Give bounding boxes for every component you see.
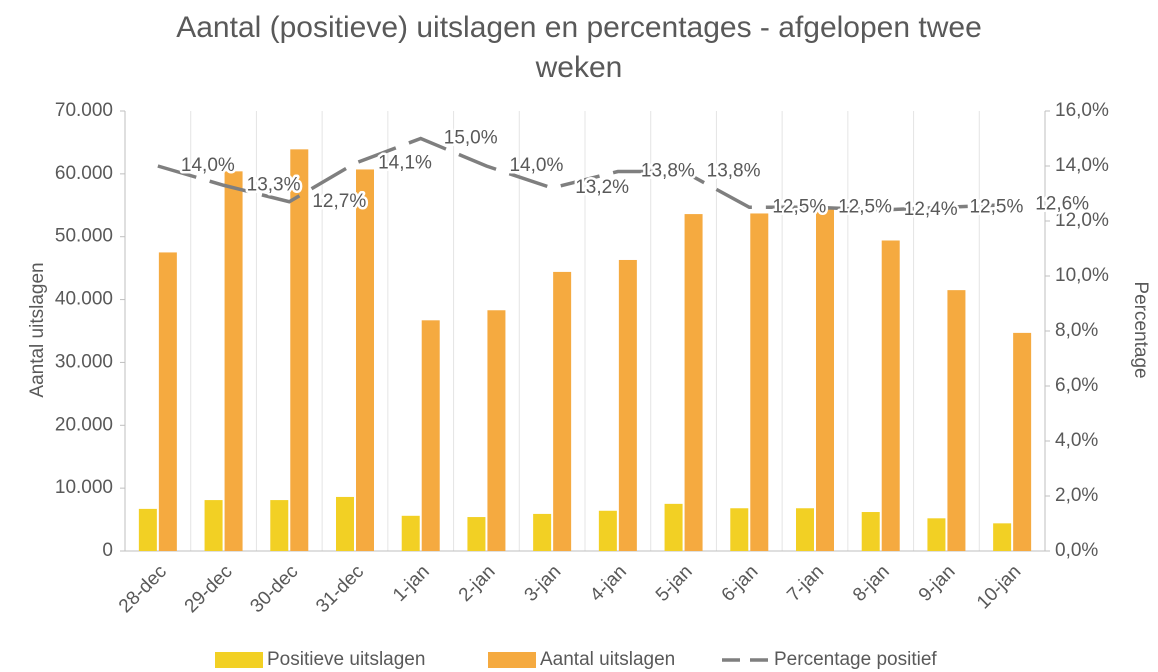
bar — [927, 518, 946, 551]
y-tick-label: 50.000 — [55, 226, 113, 247]
bar — [816, 207, 834, 551]
y2-tick-label: 2,0% — [1055, 485, 1098, 506]
x-tick-label: 29-dec — [181, 561, 237, 617]
bar — [947, 290, 966, 551]
bar — [401, 515, 420, 551]
bar — [553, 271, 572, 551]
x-tick-label: 28-dec — [115, 561, 171, 617]
data-label: 12,5% — [838, 196, 892, 217]
bar — [204, 500, 223, 551]
bar — [224, 171, 243, 552]
x-tick-label: 30-dec — [246, 561, 302, 617]
y2-tick-label: 4,0% — [1055, 430, 1098, 451]
y-tick-label: 40.000 — [55, 289, 113, 310]
data-label: 13,8% — [641, 161, 695, 182]
bar — [158, 252, 177, 551]
data-label: 15,0% — [444, 128, 498, 149]
legend-swatch — [488, 652, 536, 668]
bar — [356, 169, 374, 551]
y2-tick-label: 6,0% — [1055, 375, 1098, 396]
bar — [487, 310, 506, 551]
bar — [664, 503, 683, 551]
y-tick-label: 0 — [102, 540, 113, 561]
data-label: 12,6% — [1035, 194, 1089, 215]
bar — [750, 213, 769, 551]
legend-label: Positieve uitslagen — [267, 649, 425, 670]
data-label: 12,4% — [904, 199, 958, 220]
bar — [270, 500, 289, 551]
data-label: 13,2% — [575, 177, 629, 198]
bar — [730, 508, 749, 551]
y2-axis-label: Percentage — [1130, 281, 1151, 378]
y-tick-label: 30.000 — [55, 351, 113, 372]
bar — [533, 513, 552, 551]
bar — [861, 512, 880, 551]
x-tick-label: 10-jan — [973, 561, 1025, 613]
y2-tick-label: 0,0% — [1055, 540, 1098, 561]
y2-tick-label: 12,0% — [1055, 210, 1109, 231]
y-tick-label: 60.000 — [55, 163, 113, 184]
data-label: 13,8% — [707, 161, 761, 182]
x-tick-label: 6-jan — [718, 561, 763, 606]
data-label: 12,5% — [772, 196, 826, 217]
legend-label: Percentage positief — [774, 649, 937, 670]
x-tick-label: 3-jan — [521, 561, 566, 606]
x-tick-label: 1-jan — [389, 561, 434, 606]
data-label: 14,0% — [181, 155, 235, 176]
x-tick-label: 4-jan — [586, 561, 631, 606]
bar — [336, 496, 354, 551]
bar — [598, 510, 617, 551]
y-tick-label: 70.000 — [55, 100, 113, 121]
y2-tick-label: 10,0% — [1055, 265, 1109, 286]
data-label: 12,7% — [312, 191, 366, 212]
data-label: 12,5% — [969, 196, 1023, 217]
data-label: 14,0% — [509, 155, 563, 176]
bar — [684, 214, 703, 552]
x-tick-label: 9-jan — [915, 561, 960, 606]
chart-title: Aantal (positieve) uitslagen en percenta… — [176, 11, 982, 84]
bar — [467, 517, 486, 551]
y2-tick-label: 14,0% — [1055, 155, 1109, 176]
legend-swatch — [215, 652, 263, 668]
y-tick-label: 20.000 — [55, 414, 113, 435]
y2-tick-label: 8,0% — [1055, 320, 1098, 341]
line — [157, 136, 1013, 212]
bar — [881, 240, 900, 551]
x-tick-label: 2-jan — [455, 561, 500, 606]
bar — [290, 149, 309, 552]
data-label: 13,3% — [247, 174, 301, 195]
bar — [618, 259, 637, 551]
x-tick-label: 8-jan — [849, 561, 894, 606]
y-tick-label: 10.000 — [55, 477, 113, 498]
y-axis-label: Aantal uitslagen — [27, 262, 48, 397]
x-tick-label: 31-dec — [312, 561, 368, 617]
x-tick-label: 7-jan — [783, 561, 828, 606]
bar — [421, 320, 440, 551]
legend-label: Aantal uitslagen — [540, 649, 675, 670]
bar — [796, 508, 814, 551]
bar — [993, 523, 1012, 551]
y2-tick-label: 16,0% — [1055, 100, 1109, 121]
data-label: 14,1% — [378, 152, 432, 173]
bar — [138, 508, 157, 551]
bar — [1013, 332, 1032, 551]
x-tick-label: 5-jan — [652, 561, 697, 606]
